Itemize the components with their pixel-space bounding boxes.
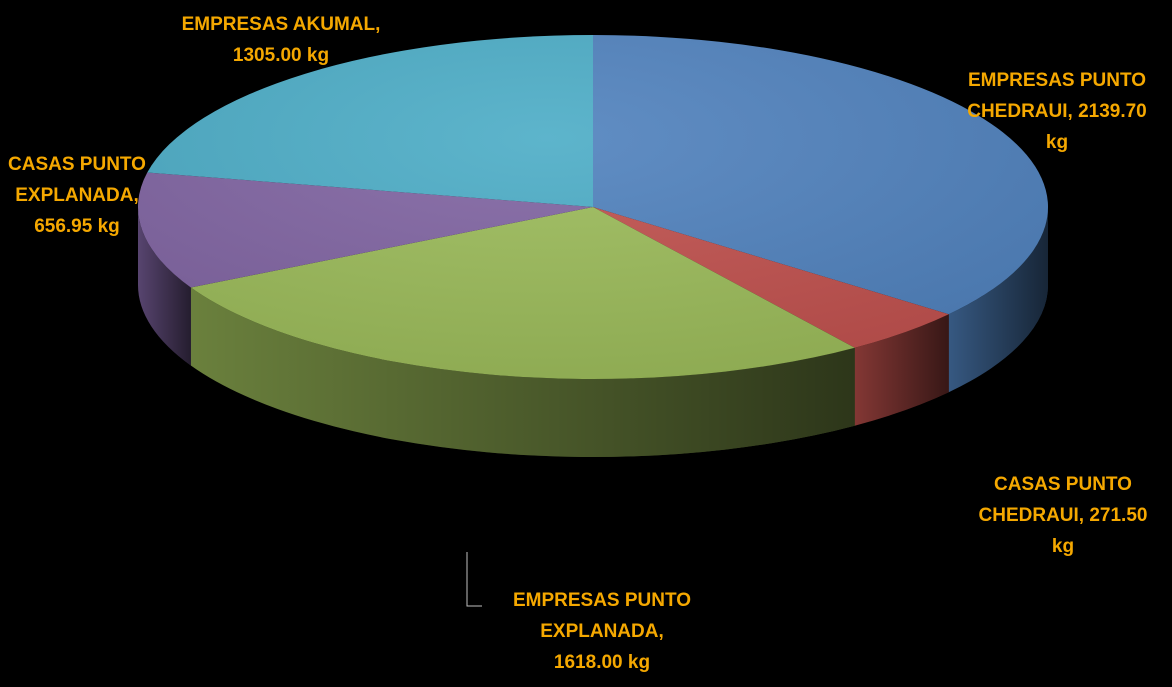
data-label-2-line-3: kg	[1052, 536, 1074, 557]
data-label-5: EMPRESAS AKUMAL, 1305.00 kg	[182, 14, 381, 66]
data-label-2: CASAS PUNTO CHEDRAUI, 271.50 kg	[979, 474, 1148, 557]
pie-side-shade-3	[190, 287, 855, 457]
data-label-1-line-3: kg	[1046, 132, 1068, 153]
pie-side-shade-4	[138, 207, 191, 366]
data-label-2-line-2: CHEDRAUI, 271.50	[979, 505, 1148, 526]
data-label-1-line-1: EMPRESAS PUNTO	[968, 70, 1146, 91]
data-label-3-line-1: EMPRESAS PUNTO	[513, 590, 691, 611]
pie-sides	[138, 207, 1048, 457]
data-label-3-line-2: EXPLANADA,	[540, 621, 664, 642]
data-label-3-line-3: 1618.00 kg	[554, 652, 650, 673]
data-label-2-line-1: CASAS PUNTO	[994, 474, 1132, 495]
data-label-4: CASAS PUNTO EXPLANADA, 656.95 kg	[8, 154, 146, 237]
data-label-1: EMPRESAS PUNTO CHEDRAUI, 2139.70 kg	[967, 70, 1147, 153]
leader-line	[466, 552, 482, 607]
data-label-3: EMPRESAS PUNTO EXPLANADA, 1618.00 kg	[513, 590, 691, 673]
pie-side-shade-2	[854, 314, 949, 426]
pie-side-shade-1	[948, 207, 1048, 393]
pie-top	[137, 35, 1048, 379]
data-label-4-line-3: 656.95 kg	[34, 216, 120, 237]
pie-top-sheen	[138, 35, 1048, 379]
data-label-4-line-1: CASAS PUNTO	[8, 154, 146, 175]
data-label-4-line-2: EXPLANADA,	[15, 185, 139, 206]
data-label-5-line-1: EMPRESAS AKUMAL,	[182, 14, 381, 35]
data-label-1-line-2: CHEDRAUI, 2139.70	[967, 101, 1147, 122]
data-label-5-line-2: 1305.00 kg	[233, 45, 329, 66]
